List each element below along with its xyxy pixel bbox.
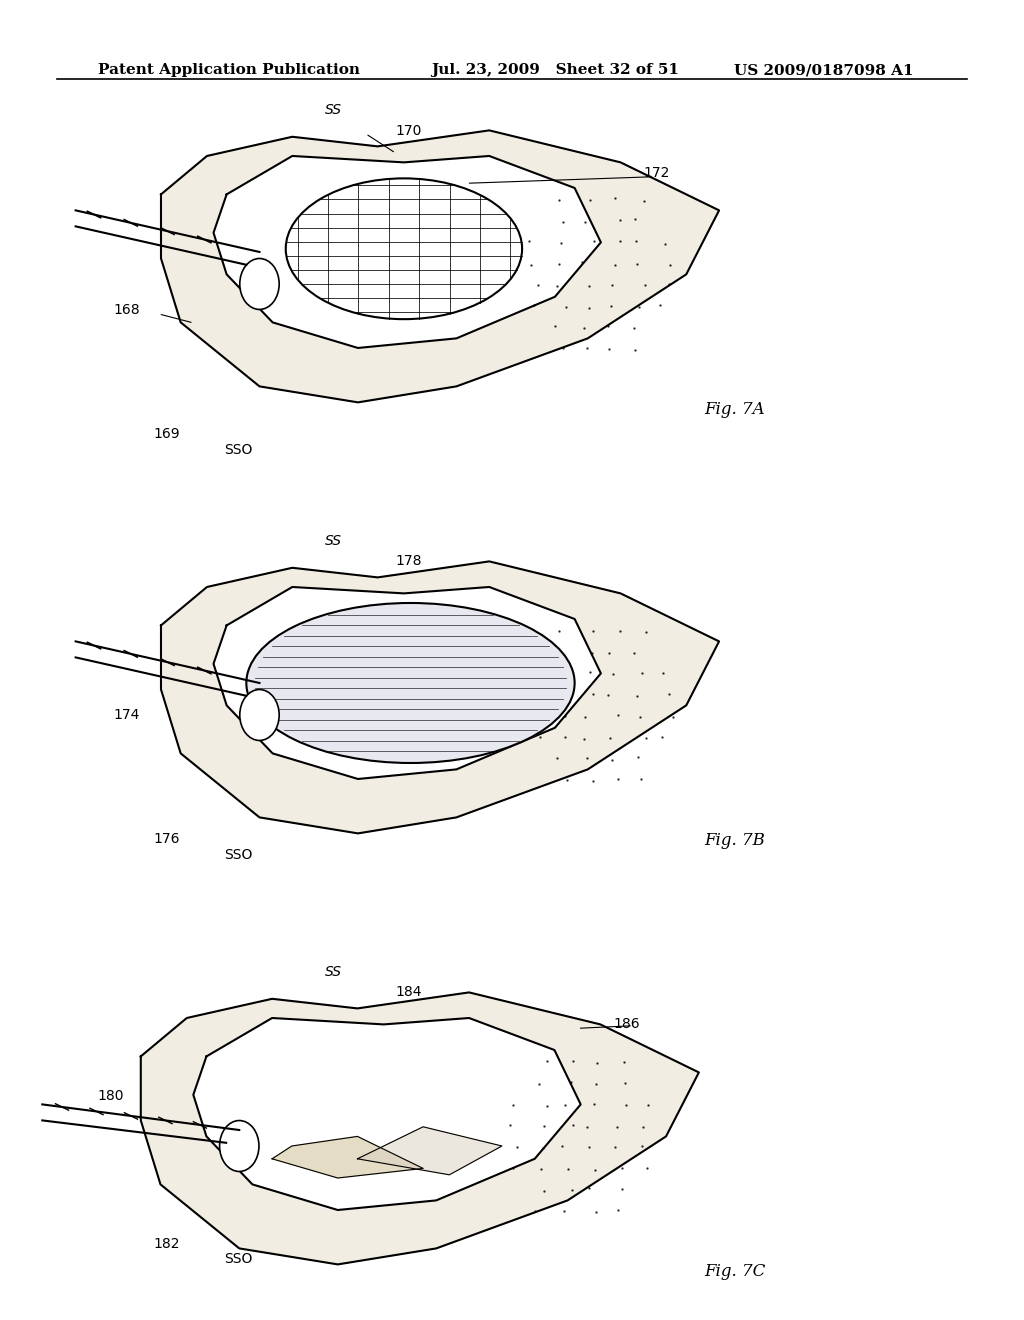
- Text: 184: 184: [396, 985, 422, 999]
- Ellipse shape: [286, 178, 522, 319]
- Text: Fig. 7C: Fig. 7C: [703, 1263, 765, 1280]
- Polygon shape: [161, 131, 719, 403]
- Circle shape: [219, 1121, 259, 1171]
- Text: US 2009/0187098 A1: US 2009/0187098 A1: [734, 63, 913, 77]
- Text: Fig. 7A: Fig. 7A: [703, 401, 765, 418]
- Ellipse shape: [247, 603, 574, 763]
- Text: Jul. 23, 2009   Sheet 32 of 51: Jul. 23, 2009 Sheet 32 of 51: [431, 63, 679, 77]
- Circle shape: [240, 689, 280, 741]
- Text: 180: 180: [98, 1089, 124, 1104]
- Text: 170: 170: [396, 124, 422, 139]
- Text: 186: 186: [613, 1018, 640, 1031]
- Polygon shape: [140, 993, 698, 1265]
- Text: 176: 176: [154, 832, 180, 846]
- Polygon shape: [357, 1127, 502, 1175]
- Text: SS: SS: [326, 965, 342, 979]
- Circle shape: [240, 259, 280, 309]
- Text: SS: SS: [326, 103, 342, 117]
- Text: 174: 174: [113, 708, 139, 722]
- Polygon shape: [214, 156, 601, 348]
- Text: 169: 169: [154, 426, 180, 441]
- Text: SSO: SSO: [224, 442, 253, 457]
- Text: SSO: SSO: [224, 1253, 253, 1266]
- Text: SS: SS: [326, 535, 342, 548]
- Text: 182: 182: [154, 1237, 180, 1251]
- Text: 168: 168: [113, 302, 139, 317]
- Polygon shape: [272, 1137, 423, 1177]
- Text: 178: 178: [396, 553, 422, 568]
- Text: Patent Application Publication: Patent Application Publication: [98, 63, 359, 77]
- Polygon shape: [214, 587, 601, 779]
- Text: Fig. 7B: Fig. 7B: [703, 833, 765, 850]
- Polygon shape: [194, 1018, 581, 1210]
- Text: 172: 172: [643, 166, 670, 180]
- Polygon shape: [161, 561, 719, 833]
- Text: SSO: SSO: [224, 847, 253, 862]
